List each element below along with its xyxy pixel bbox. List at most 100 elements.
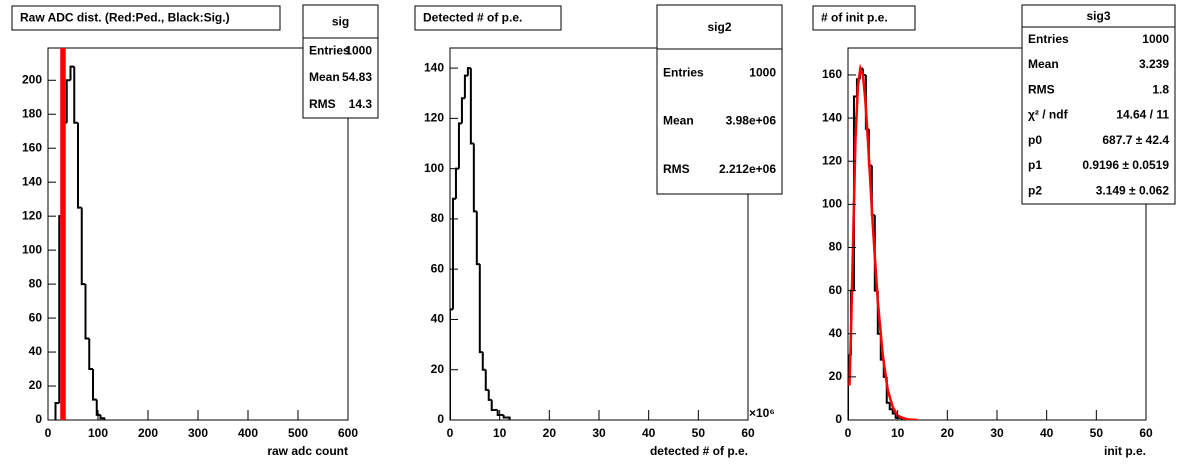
stats-value: 3.98e+06 — [726, 114, 777, 128]
histogram-bin — [490, 399, 495, 411]
plot-area — [450, 67, 511, 420]
stats-title: sig — [332, 15, 349, 29]
histogram-bin — [80, 207, 86, 286]
y-tick-label: 0 — [437, 412, 444, 426]
y-tick-label: 20 — [829, 369, 843, 383]
x-axis-label: init p.e. — [1104, 444, 1146, 458]
plot-area — [848, 63, 918, 420]
histogram-bin — [69, 65, 75, 81]
x-tick-label: 60 — [741, 426, 755, 440]
stats-label: Mean — [309, 70, 340, 84]
stats-label: p2 — [1028, 184, 1042, 198]
stats-value: 687.7 ± 42.4 — [1102, 133, 1169, 147]
x-axis-label: raw adc count — [267, 444, 348, 458]
x-tick-label: 50 — [692, 426, 706, 440]
title-box — [11, 5, 281, 31]
histogram-bin — [99, 414, 106, 420]
chart-title: Detected # of p.e. — [423, 11, 522, 25]
stats-label: Entries — [1028, 32, 1069, 46]
y-tick-label: 160 — [822, 67, 842, 81]
stats-value: 14.3 — [349, 97, 373, 111]
x-tick-label: 0 — [447, 426, 454, 440]
stats-box — [1021, 4, 1176, 205]
plot-area — [54, 48, 106, 420]
stats-value: 0.9196 ± 0.0519 — [1082, 158, 1169, 172]
y-tick-label: 20 — [431, 362, 445, 376]
stats-label: Mean — [1028, 57, 1059, 71]
y-tick-label: 0 — [835, 412, 842, 426]
stats-label: p0 — [1028, 133, 1042, 147]
histogram-bin — [451, 197, 456, 310]
title-box — [812, 5, 916, 31]
histogram-bin — [891, 409, 896, 415]
histogram-bin — [475, 211, 480, 266]
y-tick-label: 40 — [431, 312, 445, 326]
y-tick-label: 80 — [431, 211, 445, 225]
y-tick-label: 60 — [829, 283, 843, 297]
y-tick-label: 160 — [22, 140, 42, 154]
y-tick-label: 180 — [22, 106, 42, 120]
title-box — [414, 5, 562, 31]
x-tick-label: 600 — [338, 426, 358, 440]
y-tick-label: 200 — [22, 72, 42, 86]
chart-title: Raw ADC dist. (Red:Ped., Black:Sig.) — [20, 11, 230, 25]
stats-value: 3.239 — [1139, 57, 1169, 71]
histogram-bin — [506, 416, 511, 420]
histogram-bin — [472, 143, 477, 213]
stats-box — [302, 4, 379, 119]
y-tick-label: 140 — [822, 110, 842, 124]
stats-label: Entries — [309, 44, 350, 58]
stats-label: RMS — [1028, 82, 1055, 96]
x-tick-label: 0 — [845, 426, 852, 440]
stats-label: p1 — [1028, 158, 1042, 172]
histogram-bin — [466, 67, 471, 76]
histogram-bin — [460, 97, 465, 124]
x-tick-label: 400 — [238, 426, 258, 440]
y-tick-label: 100 — [424, 161, 444, 175]
x-tick-label: 60 — [1139, 426, 1153, 440]
stats-value: 1000 — [345, 44, 372, 58]
histogram-bin — [92, 369, 97, 401]
y-tick-label: 0 — [35, 412, 42, 426]
histogram-bin — [478, 264, 483, 354]
stats-value: 3.149 ± 0.062 — [1096, 184, 1170, 198]
histogram-bin — [62, 48, 66, 420]
stats-title: sig2 — [707, 20, 731, 34]
x-tick-label: 0 — [45, 426, 52, 440]
y-tick-label: 60 — [29, 310, 43, 324]
histogram-bin — [60, 48, 64, 420]
fit-curve — [848, 63, 918, 420]
histogram-bin — [502, 414, 507, 419]
histogram-bin — [88, 338, 93, 371]
x-tick-label: 300 — [188, 426, 208, 440]
x-tick-label: 100 — [88, 426, 108, 440]
stats-label: Mean — [663, 114, 694, 128]
histogram-bin — [888, 402, 893, 411]
histogram-bin — [54, 402, 60, 420]
y-tick-label: 100 — [22, 242, 42, 256]
x-tick-label: 20 — [543, 426, 557, 440]
stats-label: RMS — [663, 162, 690, 176]
y-tick-label: 40 — [829, 326, 843, 340]
histogram-bin — [65, 79, 71, 123]
stats-value: 1.8 — [1152, 82, 1169, 96]
stats-title: sig3 — [1086, 9, 1110, 23]
y-tick-label: 120 — [822, 153, 842, 167]
x-tick-label: 40 — [642, 426, 656, 440]
x-axis-label: detected # of p.e. — [650, 444, 748, 458]
y-tick-label: 140 — [22, 174, 42, 188]
x-tick-label: 10 — [891, 426, 905, 440]
chart-title: # of init p.e. — [821, 11, 888, 25]
x-tick-label: 10 — [493, 426, 507, 440]
histogram-bin — [95, 399, 101, 416]
x-tick-label: 500 — [288, 426, 308, 440]
frame — [47, 47, 349, 421]
stats-value: 2.212e+06 — [719, 162, 776, 176]
histogram-bin — [84, 284, 90, 340]
y-tick-label: 40 — [29, 344, 43, 358]
y-tick-label: 140 — [424, 60, 444, 74]
x-tick-label: 200 — [138, 426, 158, 440]
stats-box — [656, 4, 783, 195]
x-tick-label: 40 — [1040, 426, 1054, 440]
